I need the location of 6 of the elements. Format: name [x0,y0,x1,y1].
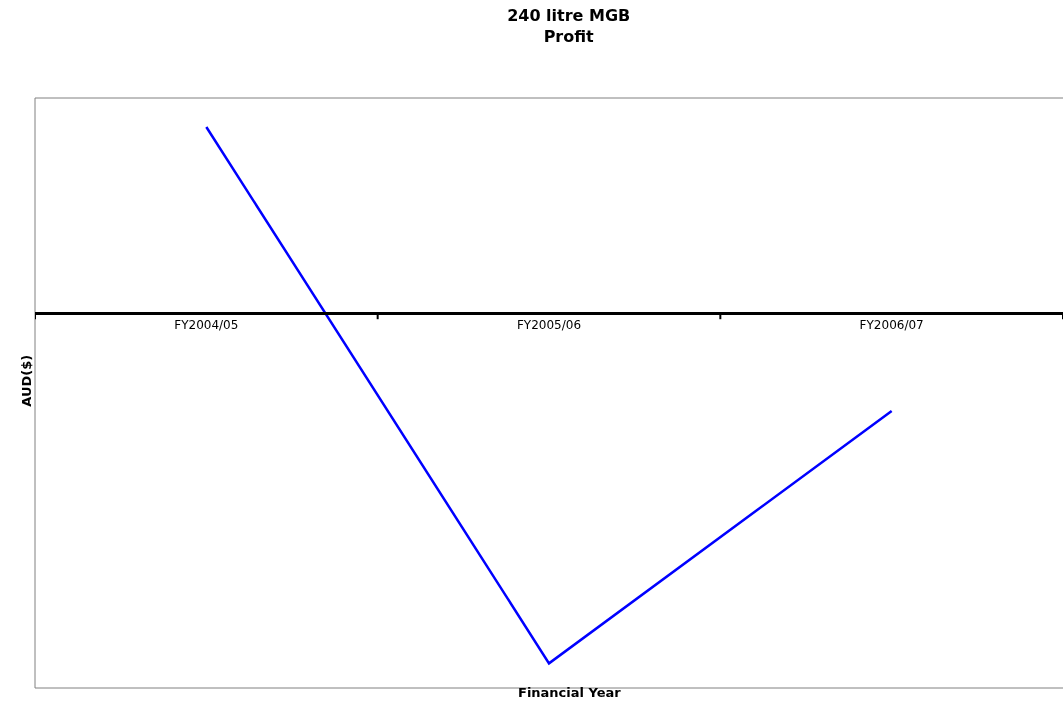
y-axis-title: AUD($) [19,354,35,407]
x-tick-label: FY2005/06 [516,317,582,332]
x-tick-label: FY2004/05 [174,317,239,332]
x-tick-label: FY2006/07 [859,317,924,332]
chart-title: 240 litre MGB Profit [507,6,631,47]
x-axis-title: Financial Year [518,685,622,700]
